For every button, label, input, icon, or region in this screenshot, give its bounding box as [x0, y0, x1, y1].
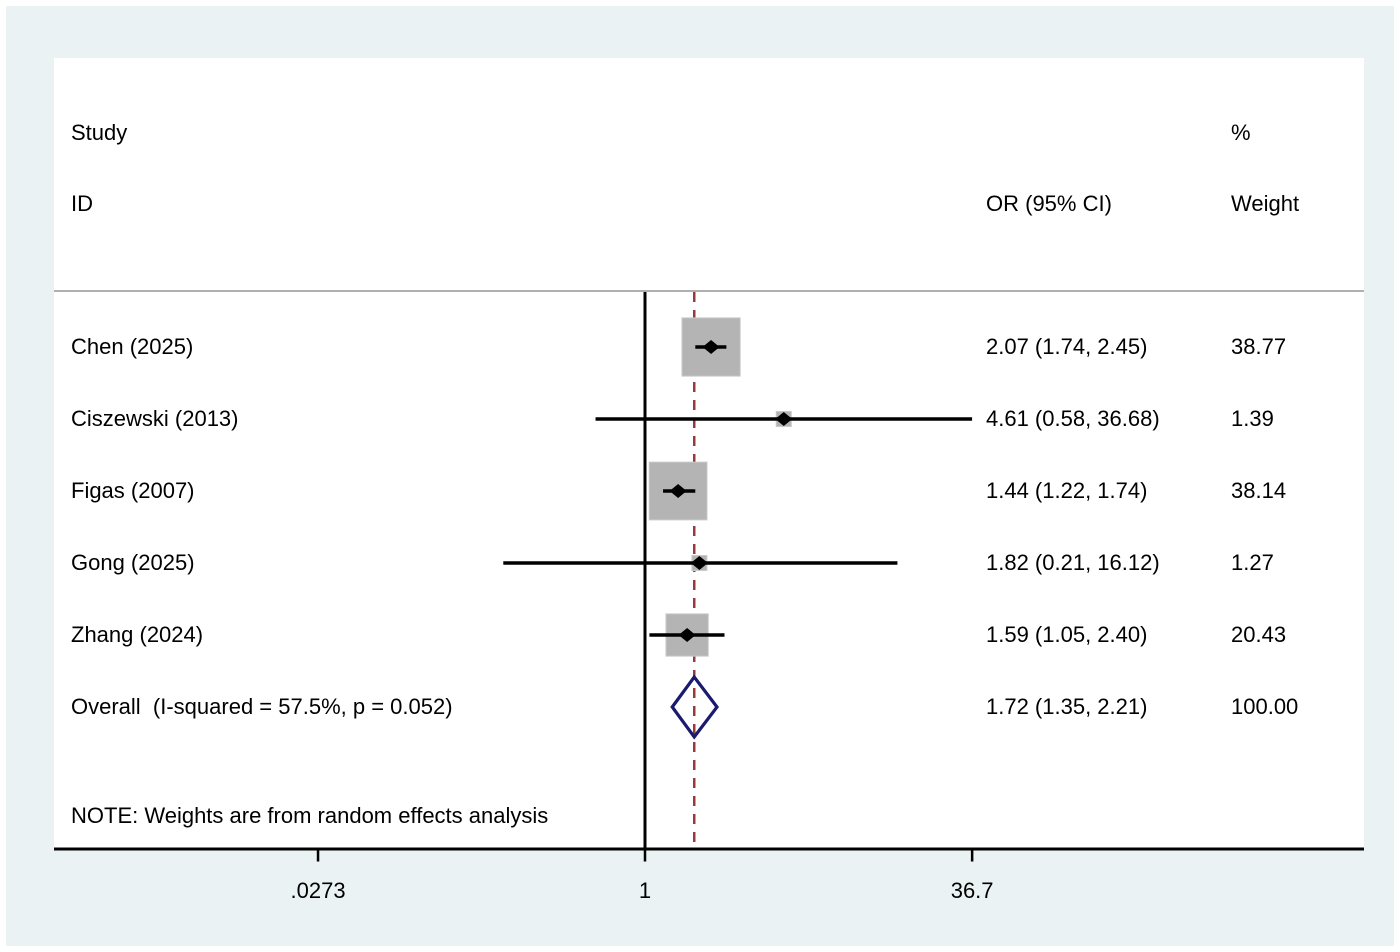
col-header-or-ci: OR (95% CI) — [986, 191, 1112, 216]
point-estimate-marker — [775, 412, 793, 426]
point-estimate-marker — [669, 484, 687, 498]
overall-diamond — [670, 674, 720, 740]
header-separator — [54, 290, 1364, 292]
col-header-weight: Weight — [1231, 191, 1300, 216]
note-text: NOTE: Weights are from random effects an… — [71, 803, 549, 828]
col-header-percent: % — [1231, 120, 1251, 145]
forest-plot-graphics — [54, 292, 1364, 862]
point-estimate-marker — [690, 556, 708, 570]
col-header-id: ID — [71, 191, 93, 216]
col-header-study: Study — [71, 120, 128, 145]
point-estimate-marker — [678, 628, 696, 642]
figure-background: Study ID OR (95% CI) % Weight Chen (2025… — [6, 6, 1394, 946]
point-estimate-marker — [702, 340, 720, 354]
